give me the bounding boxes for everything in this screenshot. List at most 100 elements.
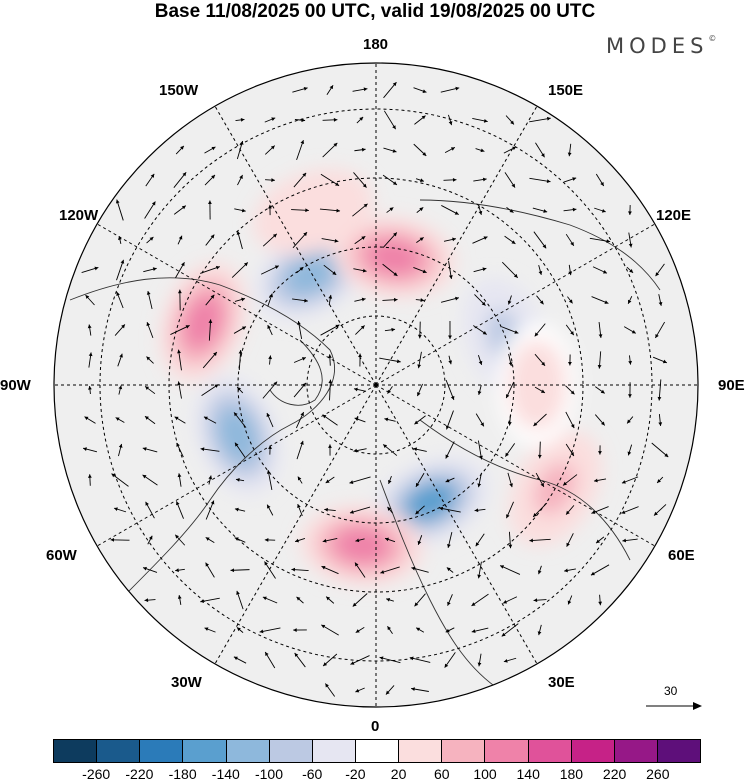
- wind-arrow: [655, 263, 665, 277]
- wind-arrow: [568, 354, 572, 366]
- colorbar-tick-label: 20: [390, 766, 407, 782]
- wind-arrow: [236, 590, 244, 610]
- wind-arrow: [414, 415, 426, 425]
- wind-arrow: [595, 173, 605, 187]
- colorbar-cell: [54, 740, 98, 762]
- wind-arrow: [233, 656, 247, 664]
- wind-arrow: [319, 208, 341, 213]
- wind-arrow: [356, 116, 364, 124]
- wind-arrow: [325, 596, 335, 604]
- colorbar-cell: [355, 740, 400, 762]
- wind-arrow: [534, 353, 546, 367]
- wind-arrow: [653, 504, 667, 516]
- wind-arrow: [507, 295, 512, 305]
- wind-arrow: [354, 562, 366, 578]
- wind-arrow: [385, 685, 395, 695]
- wind-arrow: [322, 653, 338, 667]
- wind-arrow: [355, 325, 365, 335]
- wind-arrow: [472, 236, 488, 244]
- wind-arrow: [628, 232, 633, 248]
- wind-arrow: [355, 626, 365, 634]
- wind-arrow: [477, 440, 483, 460]
- wind-arrow: [204, 174, 216, 186]
- wind-arrow: [382, 297, 398, 302]
- wind-arrow: [472, 118, 488, 123]
- wind-arrow: [234, 442, 246, 458]
- wind-arrow: [262, 381, 278, 399]
- wind-arrow: [268, 355, 273, 365]
- lon-label-60w: 60W: [46, 547, 77, 564]
- wind-arrow: [383, 81, 397, 99]
- wind-arrow: [651, 442, 669, 458]
- wind-arrow: [234, 507, 246, 512]
- wind-arrow: [146, 290, 153, 310]
- wind-arrow: [532, 207, 548, 213]
- wind-arrow: [411, 566, 429, 573]
- wind-arrow: [323, 264, 337, 276]
- wind-arrow: [262, 233, 278, 247]
- wind-arrow: [445, 379, 455, 401]
- colorbar-cell: [183, 740, 227, 762]
- wind-arrow: [202, 351, 218, 369]
- wind-arrow: [383, 110, 397, 130]
- wind-arrow: [415, 298, 425, 302]
- wind-arrow: [328, 294, 333, 306]
- wind-arrow: [296, 440, 304, 460]
- wind-arrow: [268, 445, 272, 455]
- wind-arrow: [387, 475, 392, 485]
- anomaly-blob: [519, 357, 555, 413]
- colorbar-tick-label: 100: [473, 766, 497, 782]
- wind-arrow: [264, 561, 276, 579]
- wind-arrow: [177, 381, 182, 399]
- wind-arrow: [173, 172, 187, 188]
- wind-arrow: [146, 321, 154, 339]
- wind-arrow: [533, 413, 547, 427]
- wind-arrow: [448, 114, 453, 126]
- wind-arrow: [446, 567, 454, 573]
- wind-arrow: [352, 203, 368, 217]
- wind-arrow: [589, 237, 611, 243]
- wind-arrow: [144, 598, 156, 603]
- wind-arrow: [144, 201, 156, 219]
- wind-arrow: [327, 354, 332, 366]
- wind-arrow: [145, 173, 155, 187]
- colorbar-tick-label: 180: [559, 766, 584, 782]
- wind-arrow: [81, 266, 99, 273]
- wind-arrow: [321, 238, 339, 243]
- lon-label-30e: 30E: [548, 674, 575, 691]
- wind-arrow: [562, 474, 578, 486]
- wind-arrow: [413, 267, 427, 274]
- wind-arrow: [595, 386, 605, 394]
- wind-arrow: [349, 506, 371, 514]
- wind-arrow: [529, 116, 551, 123]
- wind-arrow: [293, 172, 307, 188]
- wind-arrow: [506, 501, 514, 519]
- wind-arrow: [565, 505, 575, 515]
- wind-arrow: [386, 207, 394, 213]
- wind-arrow: [177, 235, 183, 245]
- wind-arrow: [355, 687, 365, 693]
- wind-arrow: [142, 474, 158, 486]
- colorbar-tick-label: -180: [168, 766, 197, 782]
- wind-arrow: [264, 117, 276, 123]
- wind-arrow: [174, 416, 186, 424]
- wind-arrow: [652, 356, 668, 364]
- wind-arrow: [538, 264, 543, 276]
- wind-arrow: [200, 447, 220, 452]
- wind-arrow: [627, 296, 633, 304]
- wind-arrow: [474, 508, 486, 513]
- wind-arrow: [259, 627, 281, 634]
- wind-arrow: [208, 319, 213, 341]
- wind-arrow: [567, 296, 573, 304]
- wind-arrow: [260, 265, 280, 275]
- wind-arrow: [499, 565, 521, 575]
- wind-arrow: [448, 260, 453, 280]
- wind-arrow: [230, 568, 250, 573]
- wind-arrow: [324, 683, 336, 697]
- wind-arrow: [477, 385, 482, 395]
- wind-arrow: [320, 173, 340, 187]
- wind-arrow: [235, 117, 245, 122]
- wind-arrow: [144, 385, 156, 395]
- colorbar-tick-label: 140: [516, 766, 540, 782]
- wind-arrow: [293, 357, 307, 363]
